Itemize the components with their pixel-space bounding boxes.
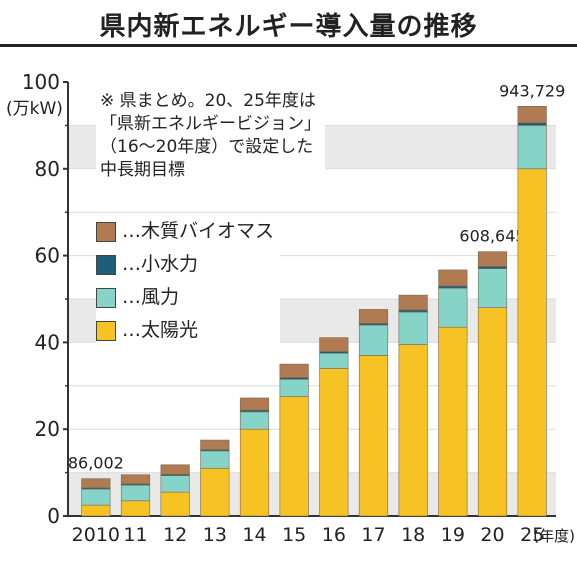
legend-item: …木質バイオマス [96, 215, 274, 248]
note-line: （16～20年度）で設定した [100, 137, 314, 157]
bar-segment [477, 307, 508, 517]
bar-segment [517, 122, 547, 126]
bar-segment [81, 504, 111, 517]
bar-segment [438, 269, 468, 287]
bar-segment [279, 396, 309, 517]
bar-segment [200, 467, 230, 517]
bar-segment [81, 478, 111, 489]
bar-segment [398, 309, 428, 313]
x-tick-label: 12 [163, 524, 187, 546]
bar-segment [120, 484, 151, 502]
bar-segment [358, 324, 389, 356]
bar-segment [160, 464, 190, 475]
note-line: ※ 県まとめ。20、25年度は [100, 91, 316, 111]
bar-segment [120, 500, 151, 517]
bar-segment [81, 488, 111, 506]
bar-segment [200, 450, 230, 469]
y-tick-label: 60 [35, 244, 60, 268]
bar-segment [319, 352, 349, 369]
x-tick-label: 18 [401, 524, 425, 546]
x-tick-label: 11 [123, 524, 147, 546]
title-underline [0, 44, 577, 47]
bar-segment [319, 337, 349, 352]
bar-segment [358, 355, 389, 517]
x-tick-label: 25 [520, 524, 544, 546]
bar-segment [358, 309, 389, 324]
bar-segment [398, 344, 428, 517]
bar-segment [438, 326, 468, 517]
legend-swatch [96, 254, 116, 275]
bar-segment [160, 491, 190, 517]
legend-swatch [96, 287, 116, 308]
bar-segment [279, 378, 309, 397]
y-tick-label: 40 [35, 330, 60, 354]
bar-segment [477, 266, 508, 269]
y-tick-label: 0 [47, 504, 60, 528]
data-label: 86,002 [68, 454, 124, 473]
bar-segment [120, 474, 151, 485]
x-tick-label: 16 [322, 524, 346, 546]
legend-label: …木質バイオマス [122, 220, 275, 242]
legend-item: …太陽光 [96, 314, 274, 347]
y-tick-label: 80 [35, 157, 60, 181]
bar-segment [517, 125, 547, 170]
bar-segment [438, 285, 468, 289]
y-tick-label: 100 [22, 70, 60, 94]
legend-swatch [96, 320, 116, 341]
x-tick-label: 13 [203, 524, 227, 546]
chart-note: ※ 県まとめ。20、25年度は 「県新エネルギービジョン」 （16～20年度）で… [96, 90, 325, 182]
bar-segment [398, 294, 428, 311]
bar-segment [200, 439, 230, 450]
data-label: 608,645 [459, 227, 525, 246]
x-tick-label: 20 [480, 524, 504, 546]
x-tick-label: 2010 [72, 524, 120, 546]
data-label: 943,729 [499, 81, 565, 100]
x-tick-label: 15 [282, 524, 306, 546]
x-tick-label: 17 [361, 524, 385, 546]
chart-title: 県内新エネルギー導入量の推移 [99, 12, 478, 42]
bar-segment [398, 311, 428, 345]
x-tick-label: 19 [441, 524, 465, 546]
bar-segment [438, 287, 468, 328]
bar-segment [239, 428, 270, 517]
bar-segment [477, 268, 508, 308]
bar-segment [160, 475, 190, 493]
x-tick-label: 14 [242, 524, 266, 546]
legend-label: …風力 [122, 286, 180, 308]
x-unit-label: (年度) [533, 527, 575, 545]
legend: …木質バイオマス …小水力 …風力 …太陽光 [96, 215, 281, 347]
legend-swatch [96, 221, 116, 242]
bar-segment [279, 363, 309, 378]
bar-segment [239, 411, 270, 430]
legend-label: …小水力 [122, 253, 199, 275]
note-line: 「県新エネルギービジョン」 [100, 114, 321, 134]
legend-label: …太陽光 [122, 319, 199, 341]
bar-segment [239, 397, 270, 411]
y-unit-label: (万kW) [6, 99, 63, 119]
legend-item: …風力 [96, 281, 274, 314]
bar-segment [517, 106, 547, 124]
bar-segment [477, 251, 508, 267]
y-tick-label: 20 [35, 417, 60, 441]
legend-item: …小水力 [96, 248, 274, 281]
bar-segment [319, 368, 349, 517]
note-line: 中長期目標 [100, 160, 185, 180]
bar-segment [517, 168, 547, 517]
